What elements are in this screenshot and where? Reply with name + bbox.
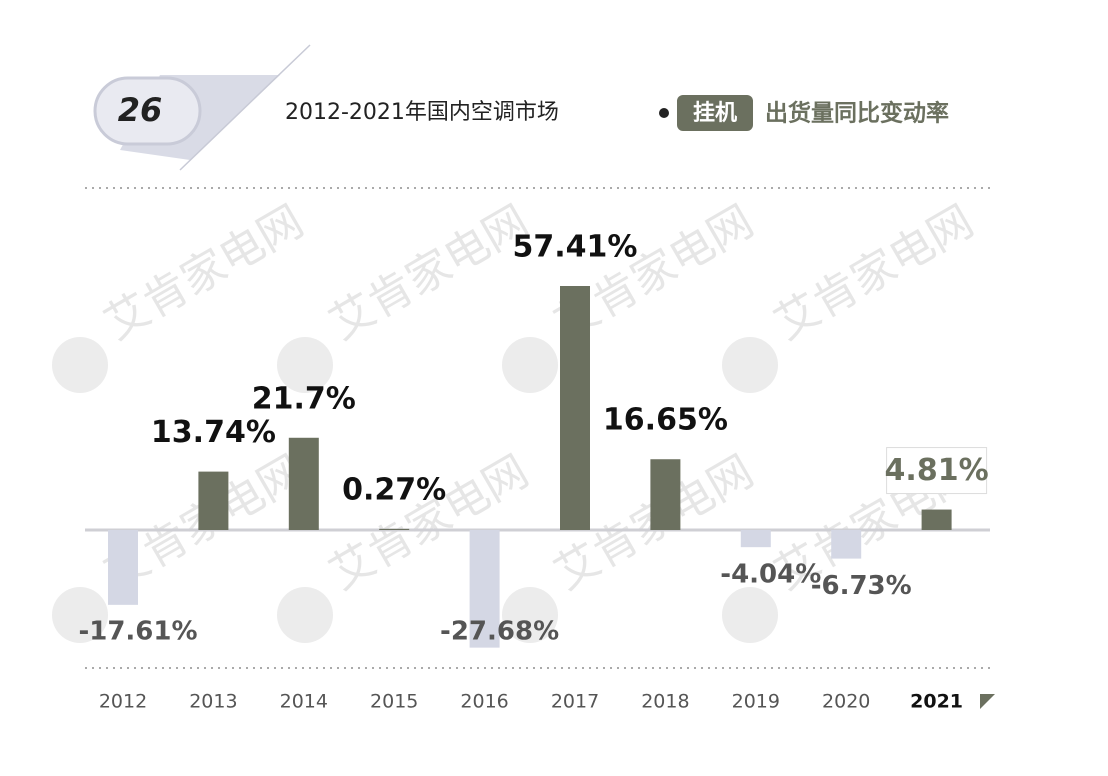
x-tick-label: 2013: [189, 691, 237, 713]
x-tick-label: 2018: [641, 691, 689, 713]
x-tick-label: 2019: [732, 691, 780, 713]
value-label: 4.81%: [885, 453, 989, 488]
value-label: 21.7%: [252, 381, 356, 416]
bar: [469, 530, 500, 648]
value-label: 16.65%: [603, 403, 728, 438]
x-tick-label: 2020: [822, 691, 870, 713]
subtitle: 出货量同比变动率: [765, 100, 949, 127]
tag-box: [677, 95, 753, 131]
badge-line: [179, 44, 311, 171]
value-label: -17.61%: [78, 617, 197, 647]
value-label: 57.41%: [513, 230, 638, 265]
badge: [93, 76, 202, 146]
x-tick-label: 2012: [99, 691, 147, 713]
tag: 挂机: [693, 100, 737, 126]
watermark-logo: [722, 337, 778, 393]
x-tick-label: 2014: [280, 691, 328, 713]
value-label: -6.73%: [811, 571, 912, 601]
watermark-logo: [502, 337, 558, 393]
bar: [650, 459, 681, 530]
x-tick-label: 2016: [460, 691, 508, 713]
watermark: 艾肯家电网: [321, 196, 537, 350]
x-tick-label: 2015: [370, 691, 418, 713]
bar: [831, 530, 862, 559]
label-box: [886, 447, 988, 495]
x-tick-label: 2021: [910, 691, 963, 713]
watermark: 艾肯家电网: [321, 446, 537, 600]
value-label: -27.68%: [440, 617, 559, 647]
badge-number: 26: [118, 91, 163, 129]
value-label: -4.04%: [720, 560, 821, 590]
bar: [921, 509, 952, 530]
marker-triangle: [980, 694, 995, 709]
bar: [560, 286, 590, 530]
bar: [288, 437, 319, 530]
watermark-logo: [722, 587, 778, 643]
bar: [379, 528, 410, 530]
watermark-logo: [52, 587, 108, 643]
watermark-logo: [52, 337, 108, 393]
chart-title: 2012-2021年国内空调市场: [285, 100, 559, 125]
value-label: 13.74%: [151, 415, 276, 450]
watermark-logo: [277, 587, 333, 643]
watermark-logo: [277, 337, 333, 393]
watermark: 艾肯家电网: [766, 196, 982, 350]
bar: [740, 530, 771, 548]
watermark: 艾肯家电网: [96, 196, 312, 350]
tag-dot: [659, 108, 669, 118]
bar: [198, 471, 229, 530]
value-label: 0.27%: [342, 472, 446, 507]
watermark-logo: [502, 587, 558, 643]
x-tick-label: 2017: [551, 691, 599, 713]
bar: [108, 530, 138, 605]
